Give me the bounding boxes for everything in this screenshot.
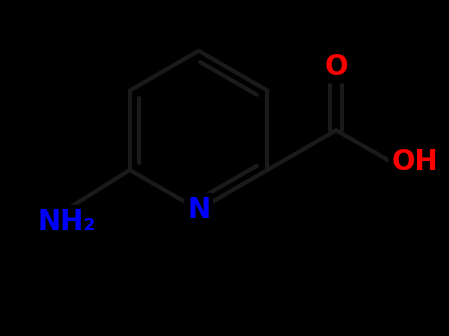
Text: OH: OH xyxy=(391,148,438,176)
Text: NH₂: NH₂ xyxy=(37,208,96,236)
Text: N: N xyxy=(187,196,210,224)
Text: O: O xyxy=(325,53,348,81)
